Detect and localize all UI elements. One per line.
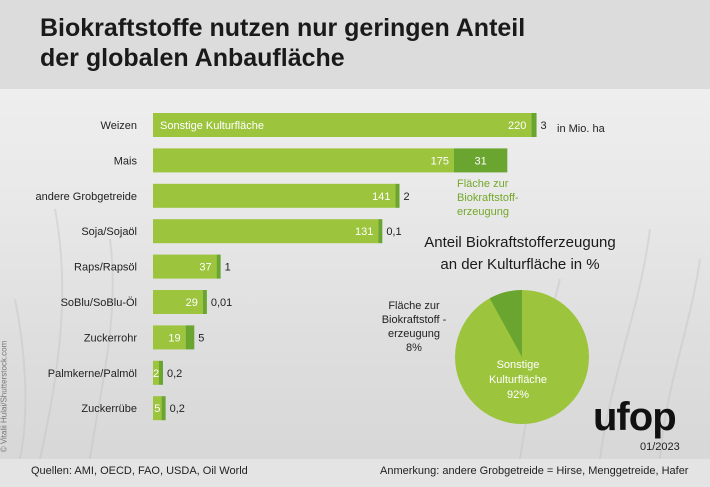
bar-value-label: 0,01 — [211, 297, 232, 309]
pie-label-sonstige: Sonstige — [497, 359, 540, 371]
bar-sonstige — [153, 396, 162, 421]
bar-value-label: 0,2 — [170, 403, 185, 415]
pie-title: an der Kulturfläche in % — [440, 256, 599, 273]
bar-sonstige — [153, 254, 217, 279]
pie-label-sonstige: Kulturfläche — [489, 374, 547, 386]
legend-biokraftstoff: Biokraftstoff- — [457, 192, 519, 204]
pie-label-biokraftstoff: erzeugung — [388, 328, 440, 340]
bar-value-label: 31 — [475, 155, 487, 167]
bar-biokraftstoff — [531, 113, 537, 137]
bar-value-label: 0,2 — [167, 368, 182, 380]
bar-biokraftstoff — [395, 183, 400, 208]
bar-value-label: 19 — [168, 332, 180, 344]
category-label: Zuckerrübe — [81, 403, 137, 415]
legend-biokraftstoff: Fläche zur — [457, 178, 509, 190]
bar-value-label: 0,1 — [386, 226, 401, 238]
bar-sonstige — [153, 113, 532, 137]
category-label: Palmkerne/Palmöl — [48, 368, 137, 380]
inline-series-label: Sonstige Kulturfläche — [160, 120, 264, 132]
bar-value-label: 1 — [225, 262, 231, 274]
page-title-line-2: der globalen Anbaufläche — [40, 44, 345, 72]
bar-value-label: 131 — [355, 226, 373, 238]
bar-biokraftstoff — [185, 325, 195, 350]
bar-value-label: 141 — [372, 191, 390, 203]
bar-value-label: 3 — [541, 120, 547, 132]
category-label: Zuckerrohr — [84, 332, 138, 344]
sources-text: Quellen: AMI, OECD, FAO, USDA, Oil World — [31, 465, 248, 477]
pie-label-sonstige: 92% — [507, 389, 529, 401]
logo-wordmark: ufop — [593, 395, 677, 439]
photo-credit: © Vitalii Hulai/Shutterstock.com — [0, 340, 9, 453]
bar-value-label: 5 — [198, 332, 204, 344]
publication-date: 01/2023 — [640, 441, 680, 453]
pie-title: Anteil Biokraftstofferzeugung — [424, 234, 616, 251]
bar-sonstige — [153, 148, 454, 173]
pie-slice-biokraftstoff — [489, 290, 522, 357]
pie-label-biokraftstoff: Biokraftstoff - — [382, 314, 447, 326]
footer-bar — [0, 459, 710, 487]
bar-sonstige — [153, 360, 159, 385]
bar-value-label: 37 — [199, 262, 211, 274]
bar-value-label: 2 — [153, 368, 159, 380]
chart-area: Weizen 220 3 Sonstige Kulturfläche Mais 175 31… — [35, 113, 616, 424]
bar-sonstige — [153, 325, 186, 350]
bar-value-label: 2 — [404, 191, 410, 203]
category-label: Weizen — [101, 120, 137, 132]
category-label: Mais — [114, 155, 138, 167]
category-label: andere Grobgetreide — [35, 191, 137, 203]
bar-biokraftstoff — [202, 290, 207, 314]
note-text: Anmerkung: andere Grobgetreide = Hirse, … — [380, 465, 689, 477]
category-label: Soja/Sojaöl — [81, 226, 137, 238]
bar-biokraftstoff — [454, 148, 508, 173]
bar-sonstige — [153, 290, 203, 314]
category-label: Raps/Rapsöl — [74, 262, 137, 274]
bar-biokraftstoff — [378, 219, 383, 244]
bar-value-label: 5 — [154, 403, 160, 415]
page-title-line-1: Biokraftstoffe nutzen nur geringen Antei… — [40, 14, 526, 42]
category-label: SoBlu/SoBlu-Öl — [61, 297, 137, 309]
bar-value-label: 175 — [431, 155, 449, 167]
bar-value-label: 29 — [186, 297, 198, 309]
bar-biokraftstoff — [161, 396, 166, 421]
bar-biokraftstoff — [216, 254, 221, 279]
bar-sonstige — [153, 219, 379, 244]
ufop-logo: ufop — [593, 395, 677, 439]
bar-biokraftstoff — [159, 360, 163, 385]
unit-label: in Mio. ha — [557, 123, 606, 135]
legend-biokraftstoff: erzeugung — [457, 206, 509, 218]
pie-label-biokraftstoff: Fläche zur — [388, 300, 440, 312]
bar-sonstige — [153, 183, 396, 208]
bar-value-label: 220 — [508, 120, 526, 132]
title-banner: Biokraftstoffe nutzen nur geringen Antei… — [0, 0, 710, 89]
pie-label-biokraftstoff: 8% — [406, 342, 422, 354]
